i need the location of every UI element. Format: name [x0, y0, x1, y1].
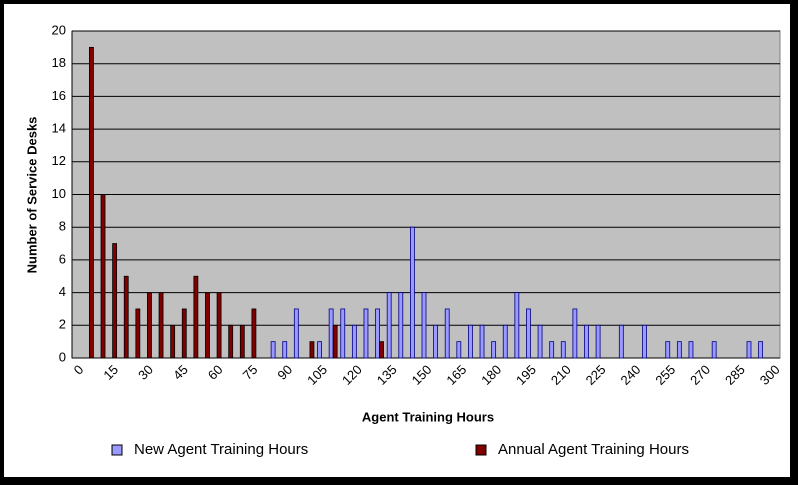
bar: [251, 308, 257, 359]
bar: [123, 275, 129, 359]
bar: [421, 292, 427, 359]
bar: [228, 324, 234, 359]
y-tick-label: 12: [52, 153, 66, 168]
bar: [181, 308, 187, 359]
bar: [479, 324, 485, 359]
y-tick-label: 18: [52, 55, 66, 70]
bar: [170, 324, 176, 359]
bar: [537, 324, 543, 359]
bar: [340, 308, 346, 359]
bar: [216, 292, 222, 359]
bar: [491, 341, 497, 359]
legend-swatch: [111, 444, 123, 456]
bar: [147, 292, 152, 359]
bar: [758, 341, 763, 359]
bar: [456, 341, 462, 359]
bar: [572, 308, 578, 359]
bar: [332, 324, 338, 359]
bar: [549, 341, 555, 359]
legend-label: New Agent Training Hours: [134, 441, 308, 458]
bar: [293, 308, 299, 359]
bar: [351, 324, 357, 359]
bar: [363, 308, 369, 359]
y-tick-label: 2: [59, 317, 66, 332]
bar: [584, 324, 589, 359]
bar: [665, 341, 671, 359]
y-tick-label: 4: [59, 284, 66, 299]
bar: [618, 324, 624, 359]
bar: [746, 341, 752, 359]
y-tick-label: 8: [59, 219, 66, 234]
bar: [89, 46, 94, 359]
bar: [595, 324, 601, 359]
bar: [526, 308, 531, 359]
bar: [193, 275, 199, 359]
y-tick-label: 10: [52, 186, 66, 201]
bar: [100, 194, 106, 359]
bar: [309, 341, 315, 359]
bar: [688, 341, 694, 359]
bar: [205, 292, 210, 359]
bar: [676, 341, 682, 359]
y-axis-title: Number of Service Desks: [24, 117, 39, 274]
y-tick-label: 14: [52, 121, 66, 136]
bar: [239, 324, 245, 359]
bar: [379, 341, 384, 359]
bar: [386, 292, 392, 359]
x-axis-title: Agent Training Hours: [362, 409, 494, 424]
bar: [502, 324, 508, 359]
bar: [409, 226, 415, 359]
bar: [270, 341, 276, 359]
bar: [158, 292, 164, 359]
bar: [711, 341, 717, 359]
bar: [642, 324, 647, 359]
bar: [444, 308, 450, 359]
y-tick-label: 20: [52, 22, 66, 37]
bar: [398, 292, 404, 359]
bar: [560, 341, 566, 359]
bar: [282, 341, 288, 359]
bar: [468, 324, 473, 359]
bar: [328, 308, 334, 359]
bar: [135, 308, 141, 359]
bar: [112, 243, 118, 359]
y-tick-label: 0: [59, 349, 66, 364]
legend-label: Annual Agent Training Hours: [498, 441, 689, 458]
bar: [317, 341, 322, 359]
bar: [375, 308, 380, 359]
bar: [433, 324, 439, 359]
y-tick-label: 16: [52, 88, 66, 103]
y-tick-label: 6: [59, 251, 66, 266]
legend-swatch: [475, 444, 487, 456]
bar: [514, 292, 520, 359]
